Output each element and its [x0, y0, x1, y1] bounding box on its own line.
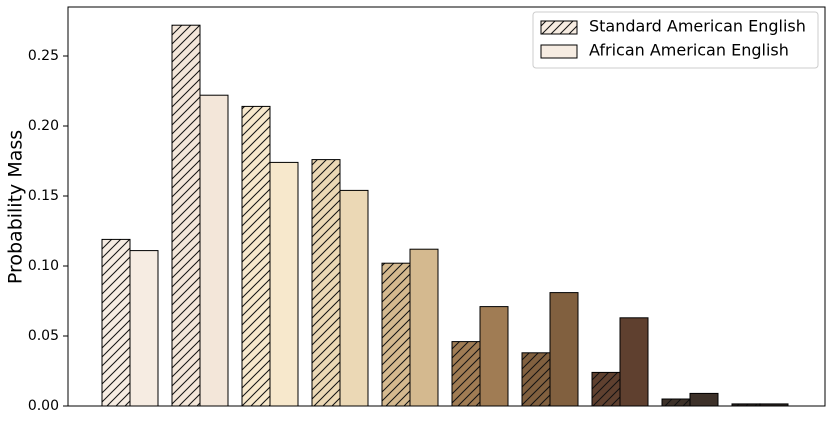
legend-label: African American English	[589, 41, 789, 60]
bar	[381, 262, 411, 407]
bar	[549, 292, 579, 407]
y-axis-label: Probability Mass	[5, 130, 27, 284]
bar	[591, 371, 621, 407]
bar	[241, 105, 271, 407]
bar	[619, 317, 649, 407]
legend-box	[532, 11, 819, 69]
bar	[311, 159, 341, 407]
legend-swatch	[540, 20, 578, 35]
bar	[689, 392, 719, 407]
plot-frame	[67, 6, 826, 407]
bar	[521, 352, 551, 407]
bar	[101, 238, 131, 407]
legend-label: Standard American English	[589, 17, 806, 36]
bar	[339, 189, 369, 407]
y-tick-label: 0.05	[28, 328, 59, 344]
y-tick-label: 0.25	[28, 48, 59, 64]
bar	[661, 398, 691, 407]
bar	[199, 94, 229, 407]
y-tick-label: 0.00	[28, 398, 59, 414]
bar	[451, 341, 481, 407]
y-tick-label: 0.20	[28, 118, 59, 134]
bar	[129, 250, 159, 407]
bar	[171, 24, 201, 407]
bar	[269, 161, 299, 407]
y-tick-label: 0.15	[28, 188, 59, 204]
legend-swatch	[540, 44, 578, 59]
bar	[409, 248, 439, 407]
y-tick-label: 0.10	[28, 258, 59, 274]
bar	[479, 306, 509, 407]
